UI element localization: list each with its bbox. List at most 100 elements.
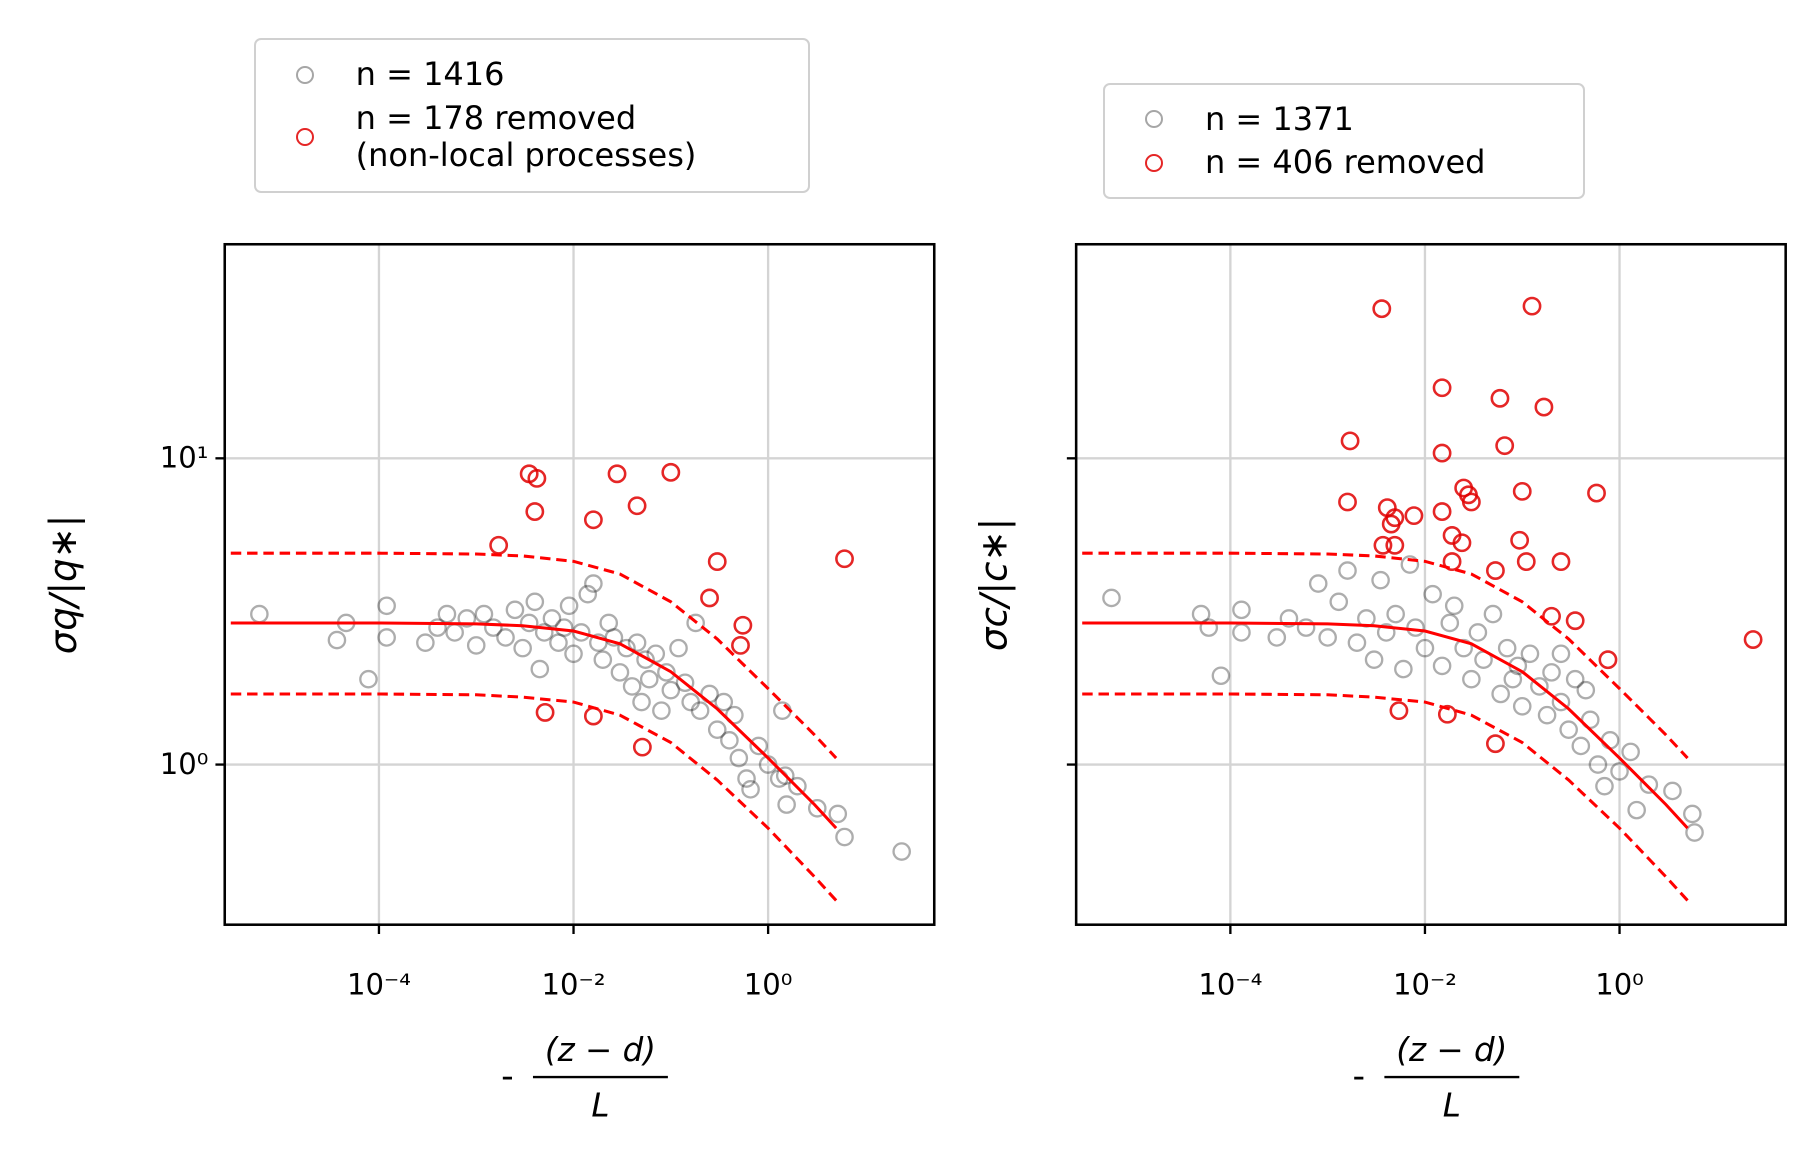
point	[250, 604, 269, 624]
point	[525, 502, 545, 522]
x-axis-label-denominator: L	[591, 1087, 609, 1125]
point	[1551, 692, 1571, 712]
legend-entry: n = 406 removed	[1119, 143, 1569, 181]
point	[1373, 535, 1393, 555]
point	[1308, 574, 1328, 593]
point	[1551, 644, 1571, 664]
point	[632, 692, 651, 712]
point	[892, 842, 911, 861]
x-tick-label: 10⁰	[744, 967, 793, 1001]
point	[1483, 604, 1503, 624]
point	[1503, 669, 1523, 689]
legend-marker	[295, 128, 314, 147]
point	[1102, 588, 1121, 608]
point	[1432, 656, 1452, 676]
point	[1520, 644, 1540, 664]
point	[1588, 755, 1608, 774]
point	[1595, 776, 1614, 796]
point	[828, 804, 848, 824]
point	[607, 464, 627, 484]
point	[474, 604, 494, 624]
point	[639, 669, 659, 689]
point	[1685, 823, 1704, 842]
point	[777, 795, 796, 814]
point	[1329, 592, 1349, 612]
legend: n = 1371 n = 406 removed	[1102, 82, 1585, 200]
point	[1559, 720, 1578, 739]
point	[1338, 492, 1357, 512]
point	[1452, 533, 1472, 553]
point	[1376, 623, 1396, 642]
point	[1385, 535, 1405, 555]
point	[1743, 630, 1763, 649]
point	[636, 650, 655, 670]
point	[1587, 483, 1606, 503]
point	[1530, 677, 1549, 696]
point	[1468, 623, 1488, 642]
point	[1490, 388, 1510, 408]
point	[578, 584, 598, 604]
point	[428, 618, 447, 637]
point	[484, 618, 503, 637]
point	[559, 596, 579, 616]
point	[669, 638, 688, 658]
point	[1565, 611, 1585, 631]
point	[564, 644, 583, 664]
point	[1371, 570, 1390, 590]
point	[599, 613, 619, 633]
point	[519, 613, 539, 633]
x-axis-label-numerator: (z − d)	[1396, 1031, 1507, 1069]
point	[1318, 628, 1337, 647]
point	[1522, 296, 1542, 316]
point	[534, 623, 554, 642]
point	[466, 636, 486, 655]
point	[489, 535, 509, 555]
point	[527, 468, 547, 488]
point	[1542, 663, 1561, 682]
legend-marker	[1144, 110, 1163, 129]
point	[788, 776, 807, 796]
point	[627, 633, 647, 653]
point	[1267, 628, 1287, 647]
point	[1576, 680, 1596, 700]
point	[604, 628, 624, 647]
legend-label: n = 1416	[355, 55, 505, 94]
x-axis-label-denominator: L	[1443, 1087, 1461, 1125]
point	[1461, 492, 1481, 512]
point	[1454, 638, 1473, 658]
point	[1610, 762, 1629, 781]
point	[1211, 666, 1231, 686]
point	[1432, 378, 1452, 398]
point	[1627, 800, 1646, 820]
point	[720, 731, 739, 750]
y-tick-label: 10¹	[160, 441, 209, 475]
point	[741, 780, 760, 799]
point	[1485, 734, 1505, 754]
point	[1406, 618, 1425, 637]
point	[1432, 502, 1452, 522]
x-tick-label: 10⁻⁴	[347, 967, 411, 1001]
legend-marker	[1144, 153, 1163, 172]
point	[457, 609, 477, 628]
point	[589, 633, 608, 653]
point	[690, 701, 710, 720]
point	[1364, 650, 1384, 670]
point	[661, 462, 681, 482]
x-tick-label: 10⁻²	[1393, 967, 1457, 1001]
point	[700, 588, 719, 608]
point	[445, 623, 464, 642]
point	[513, 638, 532, 658]
point	[807, 798, 827, 818]
point	[686, 613, 705, 633]
fit-line	[1082, 692, 1689, 902]
point	[535, 703, 555, 722]
point	[1516, 552, 1536, 572]
point	[714, 692, 734, 712]
legend-entry: n = 1371	[1119, 100, 1569, 138]
x-axis-label-prefix: -	[501, 1057, 514, 1097]
point	[1598, 650, 1618, 670]
point	[1495, 436, 1515, 456]
point	[1394, 659, 1413, 679]
point	[437, 604, 457, 624]
